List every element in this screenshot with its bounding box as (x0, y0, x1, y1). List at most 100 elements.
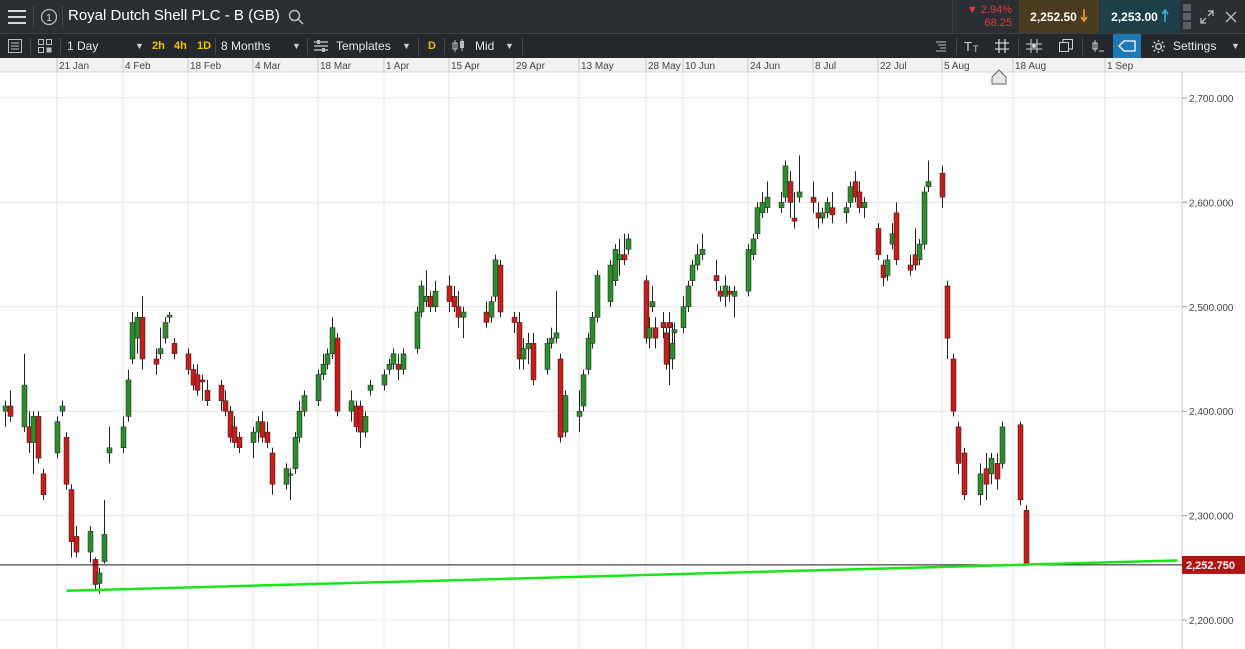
sell-button[interactable]: 2,252.50 (1019, 0, 1099, 33)
candle-body (516, 322, 523, 360)
scroll-handle-icon[interactable] (1180, 0, 1194, 33)
candle (983, 452, 990, 500)
layout-grid-icon[interactable] (34, 34, 56, 58)
candle-body (134, 316, 141, 339)
candle (1017, 421, 1024, 506)
candle-body (301, 395, 308, 412)
candle-body (414, 311, 421, 349)
interval-4h[interactable]: 4h (174, 40, 187, 52)
current-price-tag-bg (1182, 555, 1245, 574)
price-type-dropdown[interactable]: Mid ▼ (475, 34, 521, 58)
candle (660, 312, 667, 339)
expand-icon[interactable] (1196, 0, 1218, 33)
list-view-icon[interactable] (4, 34, 26, 58)
candle-body (455, 306, 462, 318)
candle (460, 306, 467, 339)
interval-1d[interactable]: 1D (197, 40, 212, 52)
candle-body (162, 322, 169, 339)
candle-body (269, 452, 276, 485)
candle-body (324, 353, 331, 365)
candle-body (663, 332, 670, 365)
candle (432, 280, 439, 313)
house-icon[interactable] (991, 69, 1007, 85)
price-tag-icon[interactable] (1113, 34, 1141, 58)
search-icon[interactable] (286, 0, 306, 33)
range-dropdown[interactable]: 8 Months ▼ (221, 34, 305, 58)
price-chart[interactable]: 21 Jan 4 Feb 18 Feb 4 Mar 18 Mar 1 Apr 15 Apr 2… (0, 58, 1245, 649)
date-tick-label: 24 Jun (750, 61, 780, 72)
templates-icon[interactable] (313, 34, 329, 58)
candle (750, 233, 757, 260)
candle-body (759, 202, 766, 214)
sell-price: 2,252.50 (1030, 9, 1077, 24)
candle (125, 369, 132, 422)
settings-dropdown[interactable]: Settings ▼ (1173, 34, 1243, 58)
buy-button[interactable]: 2,253.00 (1100, 0, 1180, 33)
candle (129, 312, 136, 365)
candlestick-icon[interactable] (450, 34, 470, 58)
candle-body (671, 329, 678, 334)
candle-body (646, 327, 653, 339)
duplicate-icon[interactable] (1054, 34, 1078, 58)
candle (488, 296, 495, 323)
candle-body (652, 327, 659, 339)
change-percent: ▼ 2.94% (966, 3, 1012, 16)
templates-dropdown[interactable]: Templates ▼ (336, 34, 416, 58)
candle (557, 353, 564, 443)
instrument-title[interactable]: Royal Dutch Shell PLC - B (GB) (68, 7, 280, 24)
candle-body (553, 332, 560, 339)
candle (553, 291, 560, 344)
change-absolute: 68.25 (984, 16, 1012, 29)
candle (999, 421, 1006, 469)
candle-body (171, 343, 178, 355)
candle (1023, 505, 1030, 566)
candle (544, 338, 551, 375)
candle (87, 526, 94, 563)
indicators-list-icon[interactable] (930, 34, 952, 58)
trend-up-arrow-icon (1161, 8, 1169, 25)
grid-icon[interactable] (990, 34, 1014, 58)
candle (7, 390, 14, 422)
candle-body (40, 473, 47, 495)
candle (324, 348, 331, 370)
candle-body (59, 405, 66, 412)
crosshair-grid-icon[interactable] (1022, 34, 1046, 58)
candle (589, 312, 596, 349)
candle-body (106, 447, 113, 454)
candle (171, 338, 178, 359)
close-icon[interactable] (1220, 0, 1242, 33)
date-tick-label: 13 May (581, 61, 614, 72)
chevron-down-icon: ▼ (1231, 41, 1240, 51)
candle-body (750, 238, 757, 255)
candle-type-icon[interactable] (1086, 34, 1110, 58)
candle-body (329, 327, 336, 355)
candle (950, 353, 957, 417)
candle (492, 254, 499, 302)
trendline[interactable] (66, 559, 1178, 593)
hamburger-menu-icon[interactable] (0, 0, 33, 33)
candle-body (236, 437, 243, 448)
candle (59, 400, 66, 417)
price-tick-label: 2,200.000 (1189, 616, 1234, 627)
candle (764, 181, 771, 213)
candle (580, 369, 587, 412)
interval-dropdown[interactable]: 1 Day ▼ (67, 34, 145, 58)
candle-body (925, 181, 932, 187)
candle-body (400, 353, 407, 370)
candle-body (999, 426, 1006, 464)
daily-badge[interactable]: D (428, 40, 436, 52)
gear-icon[interactable] (1147, 34, 1169, 58)
divider (307, 38, 308, 55)
info-icon[interactable]: 1 (36, 0, 62, 33)
candle (227, 405, 234, 443)
divider (418, 38, 419, 55)
candle (621, 233, 628, 266)
interval-2h[interactable]: 2h (152, 40, 165, 52)
candle (694, 244, 701, 271)
candle-body (764, 196, 771, 208)
candle (386, 359, 393, 375)
date-tick-label: 4 Feb (125, 61, 151, 72)
candle-body (390, 353, 397, 365)
candle (218, 379, 225, 412)
